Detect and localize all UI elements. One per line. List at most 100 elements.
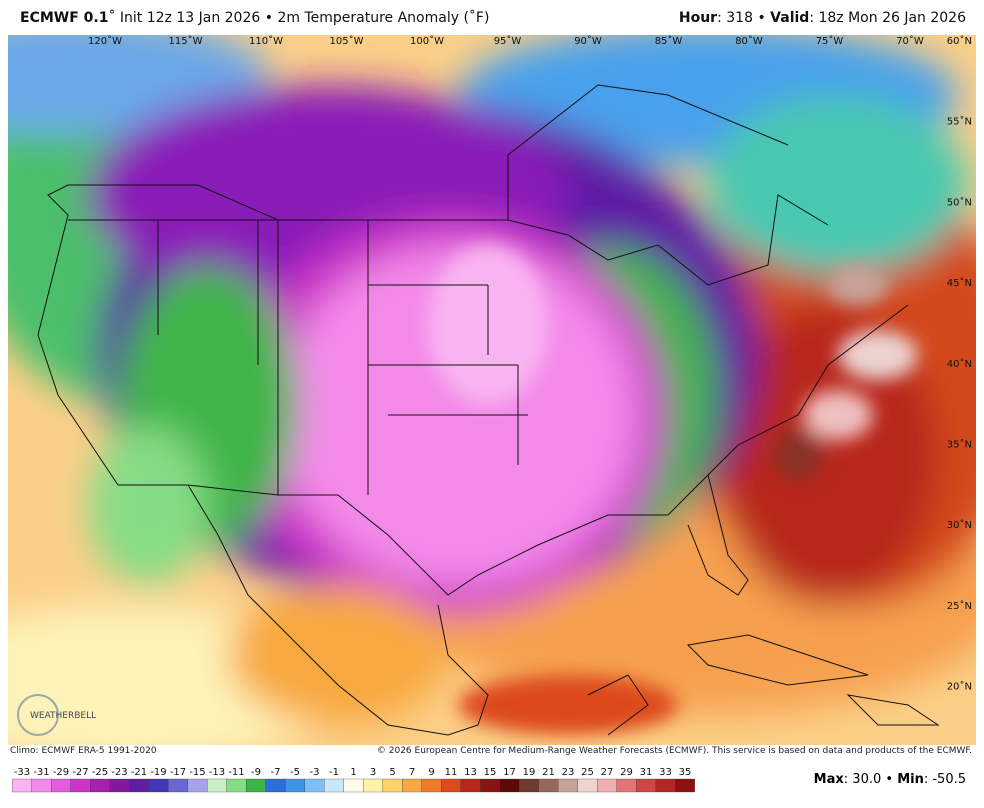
climo: Climo: ECMWF ERA-5 1991-2020 xyxy=(10,746,157,756)
logo: WEATHERBELL xyxy=(17,694,96,736)
colorbar-swatch xyxy=(51,778,71,793)
longitude-label: 100˚W xyxy=(410,35,444,47)
colorbar-swatch xyxy=(382,778,403,793)
colorbar-swatch xyxy=(655,778,676,793)
colorbar-tick-label: 11 xyxy=(445,767,458,778)
longitude-label: 115˚W xyxy=(169,35,203,47)
header-right: Hour: 318 • Valid: 18z Mon 26 Jan 2026 xyxy=(678,10,966,26)
copyright: © 2026 European Centre for Medium-Range … xyxy=(376,746,972,756)
colorbar-tick-label: 13 xyxy=(464,767,477,778)
colorbar-swatch xyxy=(538,778,559,793)
colorbar-swatch xyxy=(616,778,637,793)
anomaly-field xyxy=(8,35,976,745)
colorbar-tick-label: 29 xyxy=(620,767,633,778)
latitude-label: 30˚N xyxy=(947,519,972,531)
colorbar-tick-label: -7 xyxy=(271,767,281,778)
longitude-label: 90˚W xyxy=(574,35,602,47)
colorbar-tick-label: 21 xyxy=(542,767,555,778)
latitude-label: 25˚N xyxy=(947,600,972,612)
colorbar-swatch xyxy=(675,778,695,793)
colorbar-tick-label: 35 xyxy=(679,767,692,778)
min: -50.5 xyxy=(932,772,966,787)
colorbar-tick-label: -19 xyxy=(150,767,166,778)
valid: 18z Mon 26 Jan 2026 xyxy=(818,10,966,26)
colorbar: -33 -31 -29 -27 -25 -23 -21 -19 -17 -15 -13 -11 -9 -7… xyxy=(12,767,695,793)
colorbar-swatch xyxy=(129,778,149,793)
colorbar-tick-label: -11 xyxy=(228,767,244,778)
colorbar-tick-label: 5 xyxy=(389,767,395,778)
colorbar-tick-label: 1 xyxy=(350,767,356,778)
colorbar-swatch xyxy=(577,778,598,793)
colorbar-tick-label: -29 xyxy=(53,767,69,778)
colorbar-tick-label: 9 xyxy=(428,767,434,778)
colorbar-tick-label: -25 xyxy=(92,767,108,778)
colorbar-tick-label: -27 xyxy=(72,767,88,778)
colorbar-swatch xyxy=(558,778,578,793)
colorbar-tick-label: -15 xyxy=(189,767,205,778)
max: 30.0 xyxy=(852,772,882,787)
colorbar-swatch xyxy=(324,778,344,793)
colorbar-swatch xyxy=(31,778,52,793)
colorbar-tick-label: -1 xyxy=(329,767,339,778)
colorbar-swatch xyxy=(441,778,461,793)
colorbar-swatch xyxy=(597,778,617,793)
colorbar-tick-label: 31 xyxy=(640,767,653,778)
colorbar-swatch xyxy=(636,778,656,793)
colorbar-swatch xyxy=(226,778,247,793)
latitude-label: 40˚N xyxy=(947,358,972,370)
colorbar-tick-label: -9 xyxy=(251,767,261,778)
colorbar-swatch xyxy=(12,778,32,793)
colorbar-tick-label: -5 xyxy=(290,767,300,778)
latitude-label: 55˚N xyxy=(947,116,972,128)
valid-label: Valid xyxy=(770,10,810,26)
init: Init 12z 13 Jan 2026 xyxy=(119,10,261,26)
longitude-label: 75˚W xyxy=(816,35,844,47)
degree: ˚ xyxy=(108,10,116,26)
colorbar-tick-label: 27 xyxy=(601,767,614,778)
colorbar-swatch xyxy=(343,778,364,793)
min-label: Min xyxy=(897,772,924,787)
colorbar-swatch xyxy=(519,778,539,793)
map: 120˚W 115˚W 110˚W 105˚W 100˚W 95˚W 90˚W 85˚W 80˚… xyxy=(8,35,976,745)
colorbar-tick-label: -33 xyxy=(14,767,30,778)
longitude-label: 105˚W xyxy=(330,35,364,47)
longitude-label: 110˚W xyxy=(249,35,283,47)
colorbar-tick-label: 17 xyxy=(503,767,516,778)
colorbar-tick-label: 15 xyxy=(484,767,497,778)
longitude-label: 80˚W xyxy=(735,35,763,47)
longitude-label: 95˚W xyxy=(494,35,522,47)
model: ECMWF 0.1 xyxy=(20,10,109,26)
latitude-label: 45˚N xyxy=(947,277,972,289)
colorbar-tick-label: -31 xyxy=(33,767,49,778)
colorbar-tick-label: -3 xyxy=(310,767,320,778)
latitude-label: 60˚N xyxy=(947,35,972,47)
colorbar-swatch xyxy=(285,778,305,793)
colorbar-swatch xyxy=(90,778,110,793)
latitude-labels: 60˚N 55˚N 50˚N 45˚N 40˚N 35˚N 30˚N 25˚N 20˚N xyxy=(947,35,972,693)
colorbar-swatch xyxy=(246,778,266,793)
longitude-label: 70˚W xyxy=(896,35,924,47)
colorbar-swatch xyxy=(148,778,169,793)
colorbar-tick-label: 33 xyxy=(659,767,672,778)
colorbar-swatch xyxy=(480,778,500,793)
colorbar-swatch xyxy=(421,778,442,793)
longitude-label: 120˚W xyxy=(88,35,122,47)
field: 2m Temperature Anomaly (˚F) xyxy=(277,10,490,26)
latitude-label: 50˚N xyxy=(947,196,972,208)
colorbar-tick-label: -13 xyxy=(209,767,225,778)
hour: 318 xyxy=(726,10,753,26)
colorbar-tick-label: 7 xyxy=(409,767,415,778)
header-left: ECMWF 0.1˚ Init 12z 13 Jan 2026 • 2m Tem… xyxy=(20,10,490,26)
colorbar-tick-label: -23 xyxy=(111,767,127,778)
colorbar-tick-label: 19 xyxy=(523,767,536,778)
colorbar-swatch xyxy=(304,778,325,793)
colorbar-swatch xyxy=(402,778,422,793)
colorbar-tick-label: -21 xyxy=(131,767,147,778)
colorbar-swatch xyxy=(207,778,227,793)
borders xyxy=(37,84,940,736)
colorbar-swatch xyxy=(499,778,520,793)
colorbar-swatch xyxy=(460,778,481,793)
colorbar-swatch xyxy=(168,778,188,793)
